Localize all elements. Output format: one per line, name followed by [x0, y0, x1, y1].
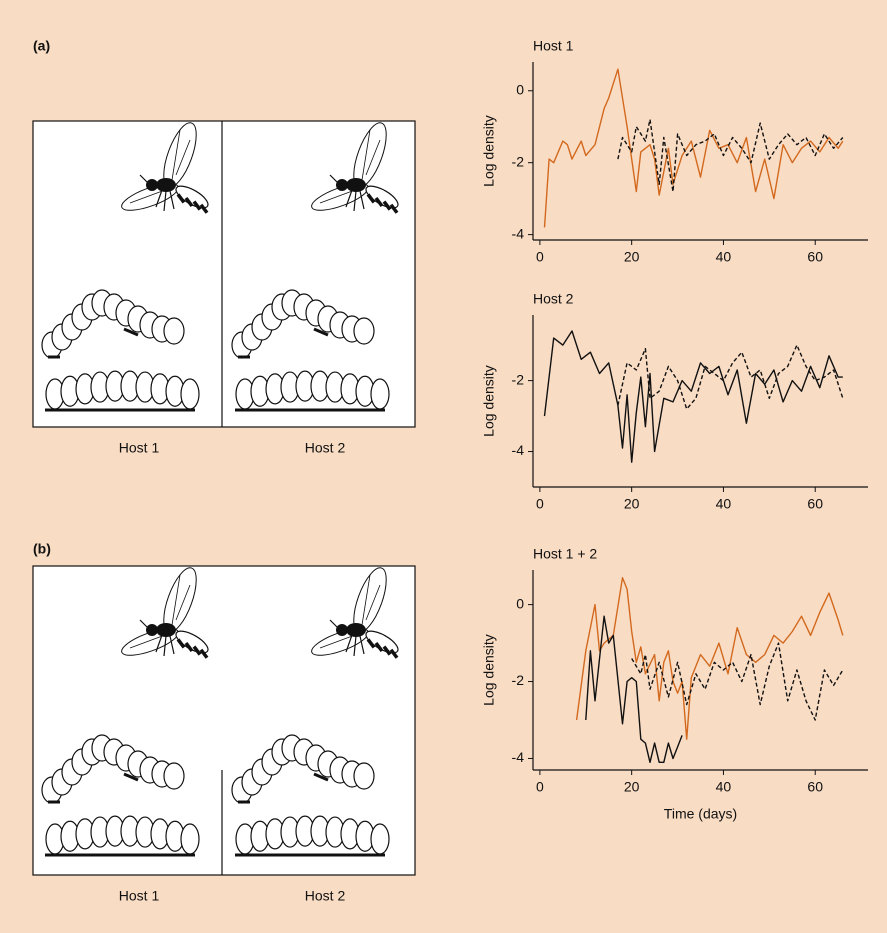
series-line — [617, 344, 844, 410]
x-tick-label: 40 — [716, 779, 732, 795]
x-tick-label: 20 — [624, 249, 640, 265]
y-tick-label: -4 — [512, 749, 525, 765]
wasp-legs — [139, 174, 175, 212]
wasp-stripe — [389, 648, 399, 659]
x-tick-label: 40 — [716, 249, 732, 265]
chart-title: Host 2 — [533, 291, 574, 307]
wasp — [121, 567, 209, 659]
wasp-stripe — [382, 200, 392, 211]
wing-vein — [319, 129, 381, 204]
wasp-stripe — [199, 648, 209, 659]
wasp-stripe — [176, 638, 186, 649]
wasp-legs — [329, 174, 365, 212]
wasp — [311, 567, 399, 659]
segment — [353, 317, 375, 345]
chart-title: Host 1 + 2 — [533, 546, 597, 562]
inchworm-feet — [48, 327, 139, 359]
host-label: Host 1 — [119, 888, 160, 904]
wasp-stripe — [366, 638, 376, 649]
wasp-head — [146, 624, 158, 636]
wasp-stripe — [192, 200, 202, 211]
wasp-legs — [139, 619, 175, 657]
wasp-stripe — [184, 196, 194, 208]
x-tick-label: 60 — [807, 249, 823, 265]
y-tick-label: 0 — [516, 595, 524, 611]
wasp-stripe — [176, 193, 186, 204]
segment — [353, 762, 375, 790]
x-tick-label: 0 — [536, 249, 544, 265]
inchworm-feet — [48, 772, 139, 804]
panel-label: (b) — [33, 541, 51, 557]
wasp-thorax — [156, 623, 176, 637]
chart-title: Host 1 — [533, 38, 574, 54]
series-line — [575, 577, 844, 740]
segment — [180, 823, 200, 855]
y-tick-label: -4 — [512, 225, 525, 241]
wasp-stripe — [366, 193, 376, 204]
wasp-stripe — [374, 196, 384, 208]
wasp-thorax — [156, 178, 176, 192]
segment — [163, 762, 185, 790]
wasp-stripe — [199, 203, 209, 214]
wing-vein — [129, 574, 191, 649]
y-tick-label: -2 — [512, 153, 525, 169]
x-tick-label: 0 — [536, 496, 544, 512]
y-axis-label: Log density — [481, 365, 497, 437]
y-tick-label: -4 — [512, 442, 525, 458]
caterpillar — [45, 815, 200, 857]
inchworm — [41, 289, 185, 359]
segment — [370, 823, 390, 855]
series-line — [585, 615, 683, 763]
y-tick-label: 0 — [516, 81, 524, 97]
wasp-stripe — [374, 641, 384, 653]
wasp-stripe — [184, 641, 194, 653]
wasp-stripe — [389, 203, 399, 214]
x-axis-label: Time (days) — [664, 806, 737, 822]
series-line — [617, 118, 844, 193]
y-tick-label: -2 — [512, 371, 525, 387]
series-line — [543, 68, 844, 228]
host-label: Host 1 — [119, 440, 160, 456]
panel-label: (a) — [33, 38, 50, 54]
wasp — [311, 122, 399, 214]
inchworm — [41, 734, 185, 804]
wasp-head — [336, 624, 348, 636]
segment — [163, 317, 185, 345]
caterpillar — [235, 370, 390, 412]
y-axis-label: Log density — [481, 634, 497, 706]
wasp-thorax — [346, 623, 366, 637]
y-axis-label: Log density — [481, 115, 497, 187]
inchworm — [231, 289, 375, 359]
x-tick-label: 20 — [624, 779, 640, 795]
x-tick-label: 0 — [536, 779, 544, 795]
wasp-head — [336, 179, 348, 191]
x-tick-label: 20 — [624, 496, 640, 512]
host-label: Host 2 — [305, 440, 346, 456]
wasp-stripe — [192, 645, 202, 656]
wasp-thorax — [346, 178, 366, 192]
x-tick-label: 60 — [807, 779, 823, 795]
y-tick-label: -2 — [512, 672, 525, 688]
wing-vein — [319, 574, 381, 649]
inchworm-feet — [238, 327, 329, 359]
caterpillar — [45, 370, 200, 412]
x-tick-label: 60 — [807, 496, 823, 512]
wing-vein — [129, 129, 191, 204]
series-line — [631, 642, 844, 721]
series-line — [543, 330, 843, 463]
segment — [180, 378, 200, 410]
wasp-stripe — [382, 645, 392, 656]
inchworm — [231, 734, 375, 804]
segment — [370, 378, 390, 410]
host-label: Host 2 — [305, 888, 346, 904]
wasp-head — [146, 179, 158, 191]
inchworm-feet — [238, 772, 329, 804]
wasp — [121, 122, 209, 214]
caterpillar — [235, 815, 390, 857]
wasp-legs — [329, 619, 365, 657]
x-tick-label: 40 — [716, 496, 732, 512]
